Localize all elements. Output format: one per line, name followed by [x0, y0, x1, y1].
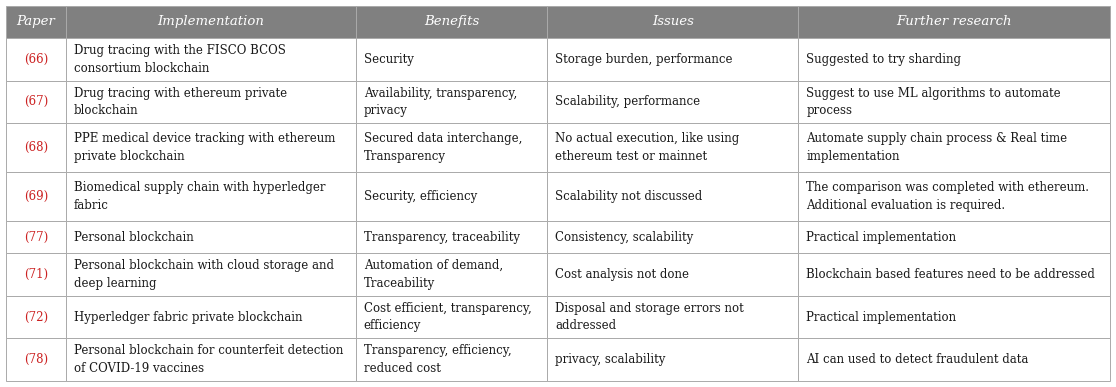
Text: No actual execution, like using
ethereum test or mainnet: No actual execution, like using ethereum… — [555, 132, 739, 163]
Bar — [798, 123, 1110, 172]
Bar — [547, 123, 798, 172]
Bar — [547, 296, 798, 338]
Bar — [66, 253, 356, 296]
Bar — [356, 6, 547, 38]
Text: AI can used to detect fraudulent data: AI can used to detect fraudulent data — [807, 353, 1029, 366]
Text: Implementation: Implementation — [157, 15, 264, 29]
Text: (66): (66) — [23, 53, 48, 66]
Text: Security, efficiency: Security, efficiency — [364, 190, 477, 203]
Bar — [66, 221, 356, 253]
Text: Biomedical supply chain with hyperledger
fabric: Biomedical supply chain with hyperledger… — [74, 182, 326, 212]
Text: Issues: Issues — [652, 15, 694, 29]
Text: Further research: Further research — [896, 15, 1012, 29]
Text: Hyperledger fabric private blockchain: Hyperledger fabric private blockchain — [74, 311, 302, 324]
Text: Cost efficient, transparency,
efficiency: Cost efficient, transparency, efficiency — [364, 302, 531, 332]
Bar — [547, 6, 798, 38]
Text: Automate supply chain process & Real time
implementation: Automate supply chain process & Real tim… — [807, 132, 1068, 163]
Text: Scalability not discussed: Scalability not discussed — [555, 190, 702, 203]
Text: Suggested to try sharding: Suggested to try sharding — [807, 53, 962, 66]
Text: (78): (78) — [25, 353, 48, 366]
Bar — [6, 6, 66, 38]
Text: Secured data interchange,
Transparency: Secured data interchange, Transparency — [364, 132, 522, 163]
Text: Security: Security — [364, 53, 414, 66]
Text: Scalability, performance: Scalability, performance — [555, 95, 700, 108]
Bar — [356, 296, 547, 338]
Text: Paper: Paper — [17, 15, 56, 29]
Bar — [547, 221, 798, 253]
Text: PPE medical device tracking with ethereum
private blockchain: PPE medical device tracking with ethereu… — [74, 132, 336, 163]
Bar — [6, 123, 66, 172]
Bar — [798, 80, 1110, 123]
Text: Practical implementation: Practical implementation — [807, 311, 956, 324]
Bar — [66, 172, 356, 221]
Bar — [547, 253, 798, 296]
Bar — [798, 6, 1110, 38]
Bar — [66, 80, 356, 123]
Bar — [547, 80, 798, 123]
Text: Suggest to use ML algorithms to automate
process: Suggest to use ML algorithms to automate… — [807, 87, 1061, 117]
Text: Consistency, scalability: Consistency, scalability — [555, 231, 693, 244]
Bar — [6, 172, 66, 221]
Text: (69): (69) — [23, 190, 48, 203]
Text: Storage burden, performance: Storage burden, performance — [555, 53, 732, 66]
Bar — [66, 6, 356, 38]
Text: Benefits: Benefits — [424, 15, 479, 29]
Text: (68): (68) — [25, 141, 48, 154]
Text: Practical implementation: Practical implementation — [807, 231, 956, 244]
Text: Automation of demand,
Traceability: Automation of demand, Traceability — [364, 259, 503, 290]
Bar — [547, 172, 798, 221]
Bar — [798, 38, 1110, 80]
Text: Transparency, traceability: Transparency, traceability — [364, 231, 520, 244]
Bar — [356, 221, 547, 253]
Text: Personal blockchain with cloud storage and
deep learning: Personal blockchain with cloud storage a… — [74, 259, 334, 290]
Bar — [356, 123, 547, 172]
Bar — [6, 253, 66, 296]
Text: Availability, transparency,
privacy: Availability, transparency, privacy — [364, 87, 517, 117]
Bar — [66, 296, 356, 338]
Text: Personal blockchain for counterfeit detection
of COVID-19 vaccines: Personal blockchain for counterfeit dete… — [74, 344, 344, 375]
Text: (67): (67) — [23, 95, 48, 108]
Bar — [798, 253, 1110, 296]
Bar — [6, 80, 66, 123]
Text: Drug tracing with ethereum private
blockchain: Drug tracing with ethereum private block… — [74, 87, 287, 117]
Text: (77): (77) — [23, 231, 48, 244]
Bar — [356, 338, 547, 381]
Bar — [356, 253, 547, 296]
Text: (72): (72) — [25, 311, 48, 324]
Bar — [66, 38, 356, 80]
Bar — [6, 38, 66, 80]
Bar — [356, 38, 547, 80]
Text: Disposal and storage errors not
addressed: Disposal and storage errors not addresse… — [555, 302, 744, 332]
Text: The comparison was completed with ethereum.
Additional evaluation is required.: The comparison was completed with ethere… — [807, 182, 1089, 212]
Text: Blockchain based features need to be addressed: Blockchain based features need to be add… — [807, 268, 1095, 281]
Bar — [547, 38, 798, 80]
Bar — [547, 338, 798, 381]
Bar — [6, 221, 66, 253]
Text: privacy, scalability: privacy, scalability — [555, 353, 665, 366]
Bar — [356, 80, 547, 123]
Bar — [356, 172, 547, 221]
Text: Personal blockchain: Personal blockchain — [74, 231, 194, 244]
Bar — [66, 123, 356, 172]
Bar — [6, 296, 66, 338]
Bar — [66, 338, 356, 381]
Bar — [798, 296, 1110, 338]
Text: Cost analysis not done: Cost analysis not done — [555, 268, 689, 281]
Bar — [798, 172, 1110, 221]
Text: (71): (71) — [25, 268, 48, 281]
Text: Drug tracing with the FISCO BCOS
consortium blockchain: Drug tracing with the FISCO BCOS consort… — [74, 44, 286, 75]
Text: Transparency, efficiency,
reduced cost: Transparency, efficiency, reduced cost — [364, 344, 511, 375]
Bar — [798, 338, 1110, 381]
Bar — [6, 338, 66, 381]
Bar — [798, 221, 1110, 253]
